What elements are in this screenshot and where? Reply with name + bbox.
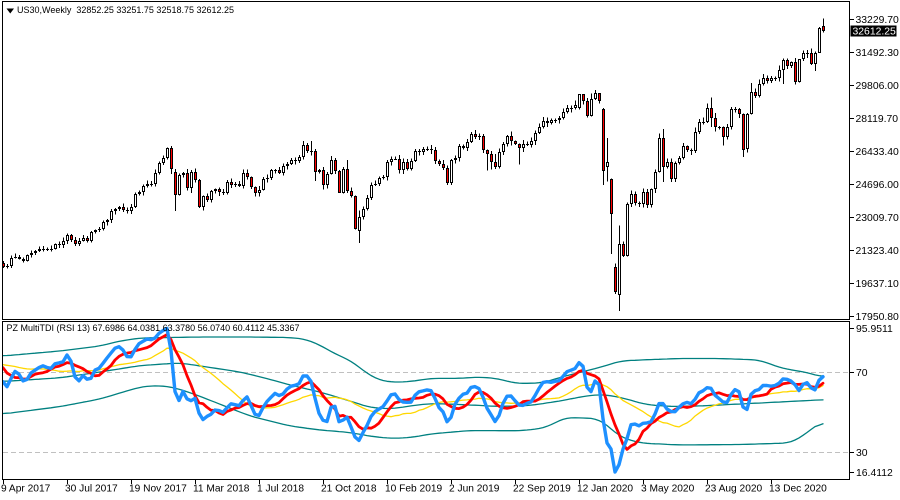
svg-text:29806.00: 29806.00 xyxy=(856,81,900,92)
svg-text:24696.00: 24696.00 xyxy=(856,180,900,191)
svg-text:3 May 2020: 3 May 2020 xyxy=(641,484,695,495)
svg-text:19637.10: 19637.10 xyxy=(856,279,900,290)
svg-text:23 Aug 2020: 23 Aug 2020 xyxy=(705,484,763,495)
svg-text:31492.30: 31492.30 xyxy=(856,48,900,59)
svg-text:13 Dec 2020: 13 Dec 2020 xyxy=(769,484,827,495)
svg-text:22 Sep 2019: 22 Sep 2019 xyxy=(513,484,571,495)
svg-text:26433.40: 26433.40 xyxy=(856,147,900,158)
svg-text:10 Feb 2019: 10 Feb 2019 xyxy=(385,484,443,495)
svg-text:21 Oct 2018: 21 Oct 2018 xyxy=(321,484,377,495)
svg-text:2 Jun 2019: 2 Jun 2019 xyxy=(449,484,500,495)
svg-text:30: 30 xyxy=(856,448,868,459)
svg-text:23009.70: 23009.70 xyxy=(856,213,900,224)
svg-text:PZ MultiTDI (RSI 13) 67.6986 6: PZ MultiTDI (RSI 13) 67.6986 64.0381 63.… xyxy=(7,323,300,333)
svg-text:US30,Weekly 32852.25 33251.75: US30,Weekly 32852.25 33251.75 32518.75 3… xyxy=(17,5,234,15)
svg-text:9 Apr 2017: 9 Apr 2017 xyxy=(1,484,51,495)
svg-text:21323.40: 21323.40 xyxy=(856,246,900,257)
svg-text:1 Jul 2018: 1 Jul 2018 xyxy=(257,484,304,495)
svg-text:19 Nov 2017: 19 Nov 2017 xyxy=(129,484,187,495)
svg-text:28119.70: 28119.70 xyxy=(856,114,899,125)
svg-text:33229.70: 33229.70 xyxy=(856,15,900,26)
svg-text:17950.80: 17950.80 xyxy=(856,312,900,323)
svg-text:95.9511: 95.9511 xyxy=(856,324,893,335)
svg-text:12 Jan 2020: 12 Jan 2020 xyxy=(577,484,633,495)
svg-text:32612.25: 32612.25 xyxy=(853,27,897,38)
svg-text:70: 70 xyxy=(856,368,868,379)
svg-text:11 Mar 2018: 11 Mar 2018 xyxy=(193,484,250,495)
svg-text:30 Jul 2017: 30 Jul 2017 xyxy=(65,484,118,495)
svg-text:16.4112: 16.4112 xyxy=(856,468,893,479)
